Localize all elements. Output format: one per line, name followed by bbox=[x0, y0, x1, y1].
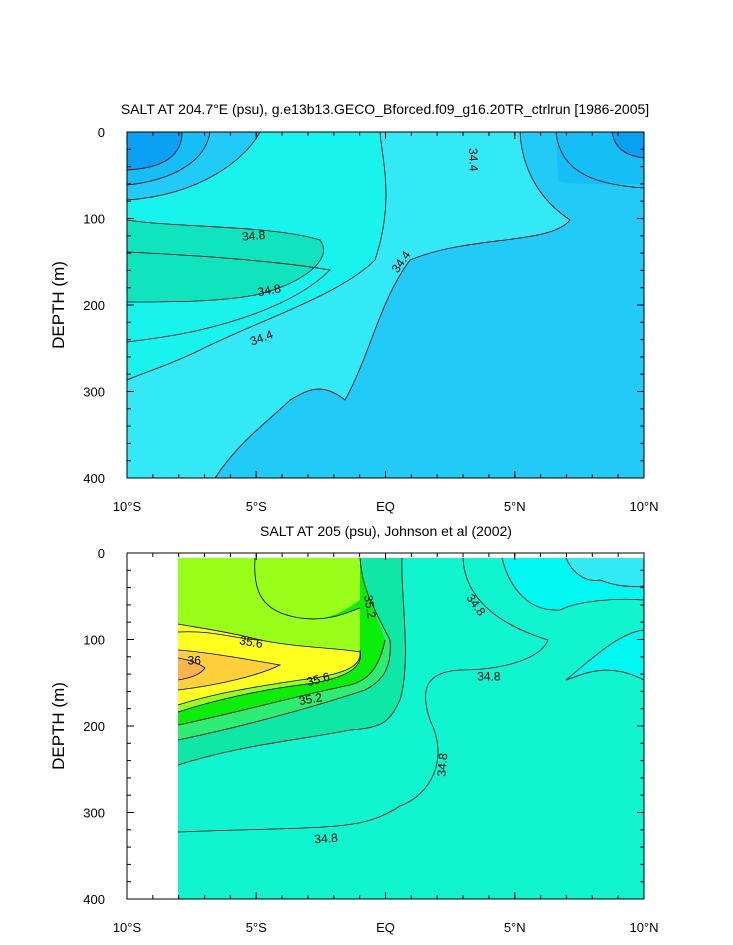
contour-fill-35.6b-obs bbox=[178, 558, 360, 655]
panel-model: SALT AT 204.7°E (psu), g.e13b13.GECO_Bfo… bbox=[49, 101, 659, 514]
contour-fill-34.0-pool-right bbox=[612, 132, 644, 158]
x-tick-label: 5°N bbox=[504, 499, 526, 514]
contour-label: 34.8 bbox=[314, 831, 339, 847]
contour-label-text: 34.8 bbox=[256, 281, 282, 299]
contour-label-text: 34.8 bbox=[477, 670, 501, 684]
contour-label: 34.8 bbox=[256, 281, 282, 299]
contour-fill-34.0-pool-left bbox=[127, 132, 182, 170]
panel-obs-ticks: 10°S 5°S EQ 5°N 10°N 0 100 200 300 400 bbox=[83, 546, 658, 935]
contour-label-text: 34.8 bbox=[434, 752, 450, 777]
contour-label-text: 35.6 bbox=[238, 633, 264, 651]
contour-label: 34.8 bbox=[477, 670, 501, 684]
x-tick-label: EQ bbox=[376, 920, 395, 935]
y-tick-label: 400 bbox=[83, 892, 105, 907]
y-tick-label: 0 bbox=[98, 546, 105, 561]
panel-model-ticks: 10°S 5°S EQ 5°N 10°N 0 100 200 300 400 bbox=[83, 125, 658, 514]
contour-fill-34.8 bbox=[127, 220, 324, 302]
panel-model-ylabel: DEPTH (m) bbox=[49, 261, 68, 349]
contour-label: 35.6 bbox=[305, 669, 331, 689]
y-tick-label: 300 bbox=[83, 385, 105, 400]
panel-obs-title: SALT AT 205 (psu), Johnson et al (2002) bbox=[260, 523, 512, 539]
x-tick-label: 5°S bbox=[246, 499, 267, 514]
contour-label-text: 34.4 bbox=[466, 148, 481, 172]
contour-label-text: 34.8 bbox=[241, 228, 266, 244]
panel-model-title: SALT AT 204.7°E (psu), g.e13b13.GECO_Bfo… bbox=[121, 101, 649, 117]
x-tick-label: 10°S bbox=[113, 920, 142, 935]
contour-label: 34.8 bbox=[434, 752, 450, 777]
contour-label: 35.2 bbox=[361, 594, 379, 620]
contour-fill-36.0-obs bbox=[178, 650, 280, 690]
contour-fill-34.4-obs bbox=[566, 558, 644, 587]
contour-label-text: 35.6 bbox=[305, 669, 331, 689]
y-tick-label: 0 bbox=[98, 125, 105, 140]
contour-label-text: 35.2 bbox=[298, 690, 324, 708]
contour-label-text: 35.2 bbox=[361, 594, 379, 620]
x-tick-label: 10°N bbox=[629, 499, 658, 514]
panel-model-contour-lines bbox=[127, 132, 644, 478]
x-tick-label: EQ bbox=[376, 499, 395, 514]
contour-label: 35.6 bbox=[238, 633, 264, 651]
x-tick-label: 5°S bbox=[246, 920, 267, 935]
contour-label: 36 bbox=[188, 653, 202, 667]
contour-label: 34.8 bbox=[241, 228, 266, 244]
y-tick-label: 200 bbox=[83, 298, 105, 313]
y-tick-label: 200 bbox=[83, 719, 105, 734]
y-tick-label: 100 bbox=[83, 212, 105, 227]
x-tick-label: 10°N bbox=[629, 920, 658, 935]
y-tick-label: 100 bbox=[83, 633, 105, 648]
x-tick-label: 5°N bbox=[504, 920, 526, 935]
contour-label-text: 36 bbox=[188, 653, 202, 667]
y-tick-label: 300 bbox=[83, 806, 105, 821]
y-tick-label: 400 bbox=[83, 471, 105, 486]
panel-model-plot-area: 34.834.834.434.434.4 bbox=[127, 132, 644, 478]
panel-obs-ylabel: DEPTH (m) bbox=[49, 682, 68, 770]
x-tick-label: 10°S bbox=[113, 499, 142, 514]
contour-fill-34.6-obs-wedge bbox=[566, 630, 644, 680]
contour-label: 34.4 bbox=[466, 148, 481, 172]
contour-label-text: 34.8 bbox=[314, 831, 339, 847]
panel-obs-contour-lines bbox=[177, 557, 644, 833]
contour-label: 35.2 bbox=[298, 690, 324, 708]
panel-model-contour-labels: 34.834.834.434.434.4 bbox=[241, 148, 481, 349]
contour-fill-36.2-obs bbox=[178, 658, 205, 680]
panel-obs: SALT AT 205 (psu), Johnson et al (2002) bbox=[49, 523, 659, 935]
